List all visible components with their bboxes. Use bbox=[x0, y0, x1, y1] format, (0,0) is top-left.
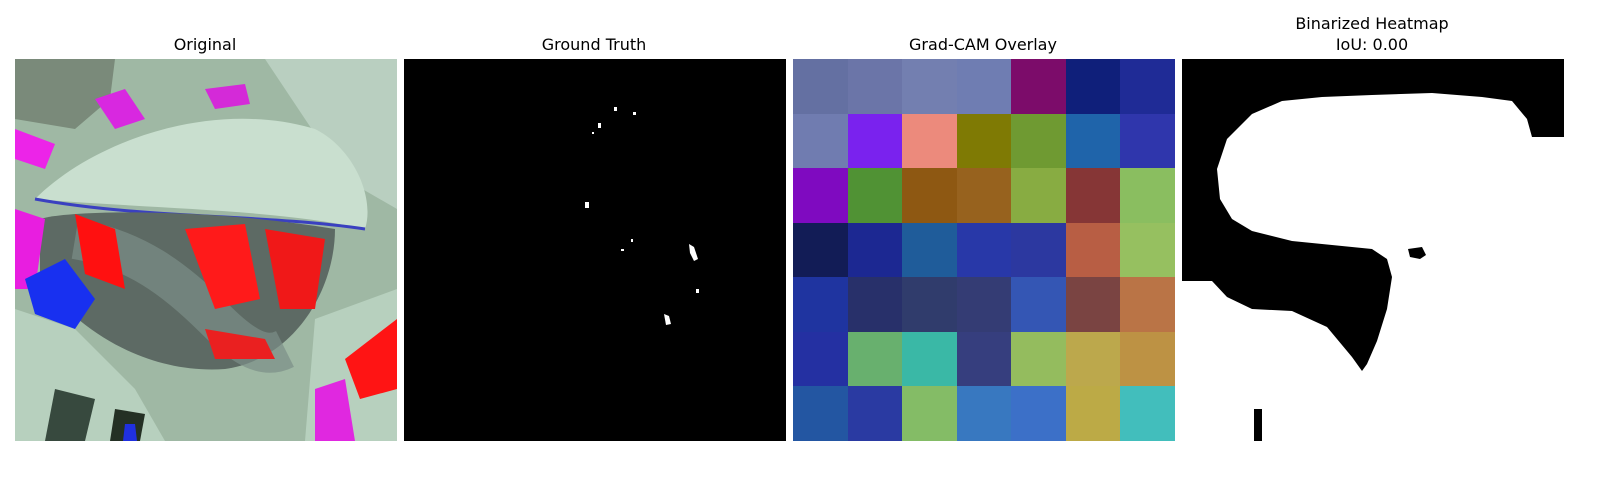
gradcam-cell bbox=[1011, 59, 1066, 114]
gradcam-cell bbox=[847, 168, 903, 223]
gradcam-cell bbox=[847, 386, 903, 441]
gradcam-cell bbox=[1011, 331, 1066, 387]
gradcam-cell bbox=[902, 222, 957, 278]
gradcam-grid bbox=[793, 59, 1175, 441]
gradcam-cell bbox=[1065, 277, 1121, 332]
gradcam-cell bbox=[1120, 59, 1175, 114]
gradcam-cell bbox=[847, 113, 903, 169]
gradcam-cell bbox=[793, 386, 848, 441]
gradcam-cell bbox=[902, 168, 957, 223]
gradcam-cell bbox=[793, 59, 848, 114]
ground-truth-mask bbox=[404, 59, 786, 441]
gradcam-cell bbox=[1120, 277, 1175, 332]
gradcam-cell bbox=[793, 331, 848, 387]
gradcam-cell bbox=[1065, 113, 1121, 169]
iou-subtitle: IoU: 0.00 bbox=[1335, 35, 1409, 54]
gradcam-cell bbox=[956, 331, 1012, 387]
gradcam-cell bbox=[956, 386, 1012, 441]
original-image bbox=[15, 59, 397, 441]
gradcam-cell bbox=[1120, 331, 1175, 387]
gradcam-cell bbox=[1065, 59, 1121, 114]
gradcam-cell bbox=[902, 113, 957, 169]
gradcam-cell bbox=[1065, 222, 1121, 278]
gradcam-cell bbox=[1120, 386, 1175, 441]
gradcam-cell bbox=[902, 386, 957, 441]
gradcam-cell bbox=[956, 277, 1012, 332]
gradcam-cell bbox=[1011, 277, 1066, 332]
gradcam-cell bbox=[1120, 168, 1175, 223]
gradcam-overlay bbox=[793, 59, 1175, 441]
binarized-heatmap bbox=[1182, 59, 1564, 441]
gradcam-cell bbox=[902, 59, 957, 114]
ground-truth-title: Ground Truth bbox=[541, 35, 647, 54]
original-title: Original bbox=[173, 35, 237, 54]
gradcam-cell bbox=[1011, 222, 1066, 278]
gradcam-cell bbox=[793, 168, 848, 223]
gradcam-cell bbox=[956, 113, 1012, 169]
gradcam-cell bbox=[793, 113, 848, 169]
gradcam-cell bbox=[902, 277, 957, 332]
gradcam-cell bbox=[1065, 331, 1121, 387]
gradcam-cell bbox=[1011, 113, 1066, 169]
gradcam-cell bbox=[847, 331, 903, 387]
gradcam-cell bbox=[1065, 168, 1121, 223]
gradcam-cell bbox=[956, 59, 1012, 114]
gradcam-cell bbox=[793, 222, 848, 278]
gradcam-cell bbox=[847, 277, 903, 332]
gradcam-cell bbox=[1011, 386, 1066, 441]
gradcam-cell bbox=[1120, 222, 1175, 278]
gradcam-title: Grad-CAM Overlay bbox=[909, 35, 1057, 54]
gradcam-cell bbox=[793, 277, 848, 332]
gradcam-cell bbox=[956, 222, 1012, 278]
gradcam-cell bbox=[1120, 113, 1175, 169]
binarized-title: Binarized Heatmap bbox=[1295, 14, 1449, 33]
gradcam-cell bbox=[1065, 386, 1121, 441]
gradcam-cell bbox=[1011, 168, 1066, 223]
gradcam-cell bbox=[847, 59, 903, 114]
gradcam-cell bbox=[847, 222, 903, 278]
gradcam-cell bbox=[902, 331, 957, 387]
gradcam-cell bbox=[956, 168, 1012, 223]
